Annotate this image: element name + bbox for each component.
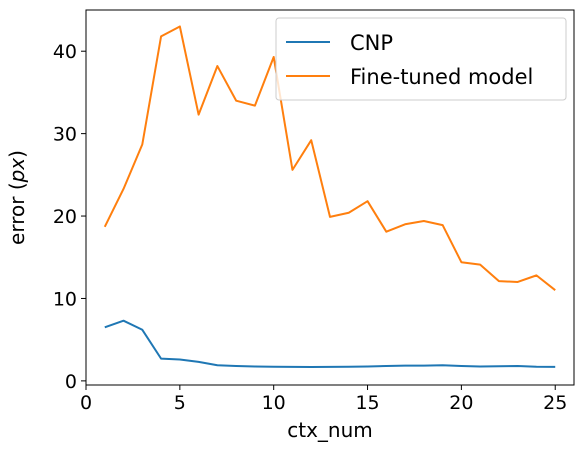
plot-area [85,9,575,386]
x-tick-label-15: 15 [355,392,379,414]
x-ticks: 0 5 10 15 20 25 [80,385,567,414]
y-tick-label-0: 0 [65,371,77,393]
legend: CNP Fine-tuned model [275,17,567,101]
y-tick-label-20: 20 [53,206,77,228]
series-line-fine-tuned-model [103,25,556,292]
y-tick-label-10: 10 [53,288,77,310]
y-tick-label-40: 40 [53,41,77,63]
x-tick-label-25: 25 [543,392,567,414]
x-tick-label-0: 0 [80,392,92,414]
x-tick-label-20: 20 [449,392,473,414]
y-axis-label-suffix: ) [5,150,29,158]
legend-label-cnp: CNP [350,31,393,55]
series-line-cnp [104,319,556,369]
y-ticks: 0 10 20 30 40 [53,41,86,393]
plot-frame [85,9,575,386]
y-axis-label: error (px) [5,150,29,245]
legend-label-fine-tuned-model: Fine-tuned model [350,65,533,89]
y-axis-label-variable: px [5,158,29,184]
legend-box [275,17,567,101]
series-layer [103,25,556,369]
y-tick-label-30: 30 [53,124,77,146]
x-tick-label-10: 10 [262,392,286,414]
x-tick-label-5: 5 [174,392,186,414]
y-axis-label-prefix: error ( [5,182,29,245]
x-axis-label: ctx_num [287,418,373,442]
